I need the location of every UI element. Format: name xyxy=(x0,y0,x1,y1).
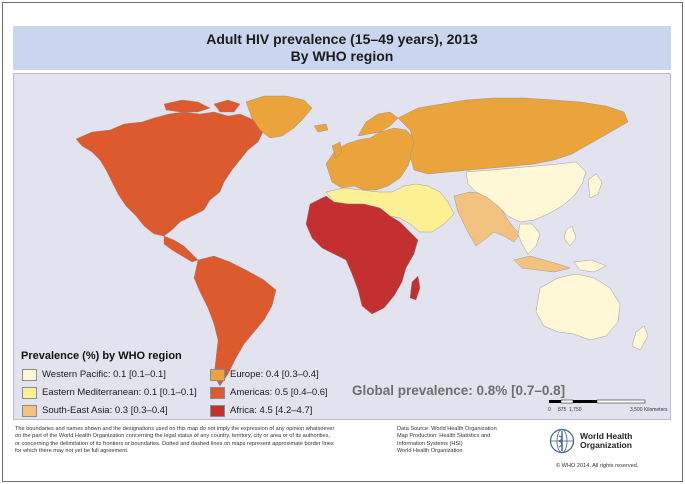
region-madagascar xyxy=(409,275,421,301)
disclaimer: The boundaries and names shown and the d… xyxy=(15,426,370,456)
source-line: Data Source: World Health Organization xyxy=(397,426,497,432)
region-uk xyxy=(313,123,343,159)
who-logo: World Health Organization xyxy=(549,428,644,454)
map-title: Adult HIV prevalence (15–49 years), 2013 xyxy=(206,31,478,47)
world-map-svg xyxy=(75,95,649,387)
who-name-line: World Health xyxy=(580,431,633,441)
region-scandinavia xyxy=(357,111,399,137)
copyright: © WHO 2014. All rights reserved. xyxy=(556,463,639,469)
legend-item-americas: Americas: 0.5 [0.4–0.6] xyxy=(210,386,328,399)
legend-item-eastern-mediterranean: Eastern Mediterranean: 0.1 [0.1–0.1] xyxy=(22,386,197,399)
legend-item-south-east-asia: South-East Asia: 0.3 [0.3–0.4] xyxy=(22,404,168,417)
disclaimer-line: The boundaries and names shown and the d… xyxy=(15,426,335,432)
disclaimer-line: on the part of the World Health Organiza… xyxy=(15,433,330,440)
region-japan xyxy=(587,173,603,199)
disclaimer-line: or concerning the delimitation of its fr… xyxy=(15,440,334,447)
legend-swatch xyxy=(22,386,37,399)
legend-label: Eastern Mediterranean: 0.1 [0.1–0.1] xyxy=(42,387,197,398)
region-russia xyxy=(397,97,629,175)
scale-label: 875 xyxy=(558,407,567,413)
disclaimer-line: for which there may not yet be full agre… xyxy=(15,448,129,455)
region-africa xyxy=(305,195,419,315)
scale-label: 0 xyxy=(548,407,551,413)
legend-swatch xyxy=(210,386,225,399)
who-emblem-icon xyxy=(549,428,575,454)
region-indochina xyxy=(517,223,541,255)
region-indonesia xyxy=(513,255,571,273)
source-line: Information Systems (HSI) xyxy=(397,440,463,447)
scale-label: 3,500 Kilometers xyxy=(630,407,668,413)
legend-swatch xyxy=(210,368,225,381)
scale-label: 1,750 xyxy=(569,407,582,413)
legend-item-europe: Europe: 0.4 [0.3–0.4] xyxy=(210,368,319,381)
world-map xyxy=(13,73,671,420)
who-name-line: Organization xyxy=(580,440,632,450)
region-north-america xyxy=(75,111,265,237)
title-bar: Adult HIV prevalence (15–49 years), 2013… xyxy=(13,26,671,70)
region-east-asia xyxy=(465,161,587,223)
legend-item-africa: Africa: 4.5 [4.2–4.7] xyxy=(210,404,312,417)
region-pacific-islands xyxy=(563,225,607,273)
who-name: World Health Organization xyxy=(580,432,644,450)
legend-item-western-pacific: Western Pacific: 0.1 [0.1–0.1] xyxy=(22,368,166,381)
legend-swatch xyxy=(22,368,37,381)
region-south-america xyxy=(193,255,277,387)
region-new-zealand xyxy=(631,325,649,351)
legend-label: Europe: 0.4 [0.3–0.4] xyxy=(230,369,319,380)
region-europe xyxy=(325,127,417,191)
legend-swatch xyxy=(22,404,37,417)
scale-bar: 0 875 1,750 3,500 Kilometers xyxy=(545,398,668,418)
map-subtitle: By WHO region xyxy=(290,48,394,64)
source-line: World Health Organization xyxy=(397,448,463,455)
region-greenland xyxy=(245,95,313,139)
scale-bar-graphic xyxy=(549,399,646,404)
region-central-america xyxy=(163,235,199,263)
source-line: Map Production: Health Statistics and xyxy=(397,433,491,440)
legend-label: South-East Asia: 0.3 [0.3–0.4] xyxy=(42,405,168,416)
data-source: Data Source: World Health Organization M… xyxy=(397,426,537,456)
legend-swatch xyxy=(210,404,225,417)
region-arctic-islands xyxy=(163,99,241,113)
region-australia xyxy=(535,273,621,341)
legend-label: Americas: 0.5 [0.4–0.6] xyxy=(230,387,328,398)
global-prevalence: Global prevalence: 0.8% [0.7–0.8] xyxy=(352,383,566,398)
legend-label: Western Pacific: 0.1 [0.1–0.1] xyxy=(42,369,166,380)
legend-title: Prevalence (%) by WHO region xyxy=(21,350,182,362)
legend-label: Africa: 4.5 [4.2–4.7] xyxy=(230,405,313,416)
